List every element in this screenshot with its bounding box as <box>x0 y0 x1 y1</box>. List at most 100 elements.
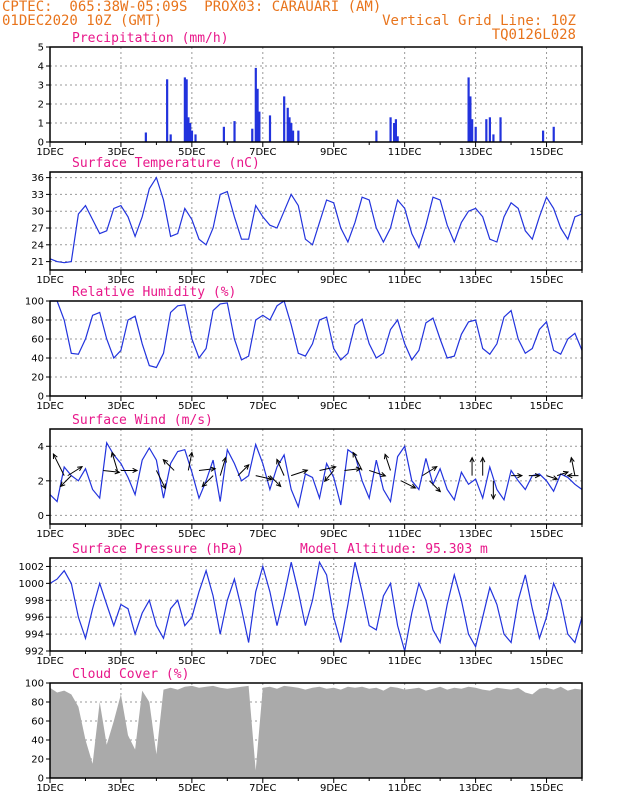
rh-line <box>50 300 583 369</box>
wind-arrow <box>352 452 363 471</box>
x-tick-label: 3DEC <box>107 783 134 794</box>
wind-arrowhead <box>552 475 559 481</box>
precip-bar <box>166 79 169 142</box>
wind-arrow <box>344 468 361 471</box>
wind-arrow <box>557 471 569 477</box>
wind-line <box>49 440 583 509</box>
wind-arrowhead <box>330 465 337 471</box>
wind-arrowhead <box>480 456 486 463</box>
wind-arrowhead <box>410 483 417 489</box>
wind-arrowhead <box>132 467 139 474</box>
y-tick-label: 40 <box>31 736 44 747</box>
wind-arrow <box>429 480 441 492</box>
y-tick-label: 4 <box>38 62 44 73</box>
x-tick-label: 9DEC <box>320 783 347 794</box>
y-tick-label: 1 <box>38 119 44 130</box>
wind-arrow <box>60 475 72 487</box>
wind-arrowhead <box>302 469 309 475</box>
x-tick-label: 11DEC <box>388 401 422 412</box>
precip-bar <box>485 119 488 142</box>
y-tick-label: 0 <box>38 138 44 149</box>
y-tick-label: 20 <box>31 755 44 766</box>
wind-arrow <box>255 475 273 480</box>
y-tick-label: 0 <box>38 774 44 785</box>
precip-bar <box>375 130 378 142</box>
wind-arrowhead <box>323 476 330 483</box>
wind-arrow <box>269 475 282 487</box>
precip-bar <box>394 119 397 142</box>
precip-bar <box>474 126 477 142</box>
panel-pressure: 992 994 996 998 1000 1002 1DEC 3DEC 5DEC 7DEC 9DEC… <box>19 542 583 667</box>
wind-arrow <box>237 464 250 476</box>
wind-arrowhead <box>534 473 541 479</box>
wind-arrowhead <box>110 451 116 458</box>
precip-bar <box>256 88 259 142</box>
x-tick-label: 5DEC <box>178 147 205 158</box>
wind-arrowhead <box>562 470 570 476</box>
precip-bar <box>396 136 399 142</box>
precip-bar <box>187 117 190 142</box>
panel-frame <box>49 682 583 779</box>
x-tick-label: 3DEC <box>107 147 134 158</box>
panel-title: Surface Wind (m/s) <box>72 413 213 428</box>
wind-arrowhead <box>383 453 389 460</box>
y-tick-label: 992 <box>25 647 44 658</box>
y-tick-label: 4 <box>38 442 44 453</box>
panel-title: Cloud Cover (%) <box>72 667 189 682</box>
header-run-id: TQ0126L028 <box>491 27 576 43</box>
x-tick-label: 1DEC <box>36 401 63 412</box>
x-tick-label: 13DEC <box>459 783 493 794</box>
x-tick-label: 7DEC <box>249 275 276 286</box>
wind-arrow <box>291 469 308 477</box>
precip-bar <box>393 123 396 142</box>
x-tick-label: 1DEC <box>36 529 63 540</box>
precip-bar <box>499 117 502 142</box>
precip-bar <box>552 126 555 142</box>
wind-arrow <box>219 457 227 476</box>
y-tick-label: 100 <box>25 297 44 308</box>
precip-bar <box>283 96 286 142</box>
y-tick-label: 24 <box>31 240 44 251</box>
wind-arrowhead <box>266 475 274 481</box>
x-tick-label: 7DEC <box>249 656 276 667</box>
wind-arrowhead <box>355 466 362 472</box>
wind-arrow <box>570 457 576 476</box>
header-date: 01DEC2020 10Z (GMT) <box>2 13 163 29</box>
wind-arrow <box>201 475 214 487</box>
wind-arrow <box>369 469 386 477</box>
panel-frame <box>49 300 583 397</box>
x-tick-label: 7DEC <box>249 783 276 794</box>
precip-bar <box>251 128 254 142</box>
wind-arrow <box>319 466 336 471</box>
y-tick-label: 5 <box>38 43 44 54</box>
precip-bar <box>291 130 295 142</box>
precip-bar <box>233 121 236 142</box>
x-tick-label: 3DEC <box>107 529 134 540</box>
panel-title: Relative Humidity (%) <box>72 285 236 300</box>
wind-arrowhead <box>161 483 166 490</box>
x-tick-label: 11DEC <box>388 147 422 158</box>
y-tick-label: 2 <box>38 476 44 487</box>
y-tick-label: 0 <box>38 392 44 403</box>
header-gridline-note: Vertical Grid Line: 10Z <box>382 13 576 29</box>
precip-bar <box>185 79 188 142</box>
precip-bar <box>222 126 225 142</box>
precip-bar <box>169 134 172 142</box>
y-tick-label: 60 <box>31 717 44 728</box>
wind-arrowhead <box>517 473 524 479</box>
wind-arrow <box>324 470 335 482</box>
panel-title: Surface Pressure (hPa) <box>72 542 244 557</box>
wind-arrowhead <box>566 473 573 479</box>
panel-wind: 0 2 4 1DEC 3DEC 5DEC 7DEC 9DEC 11DEC 13DEC 15DEC Su… <box>36 413 583 540</box>
x-tick-label: 15DEC <box>530 401 564 412</box>
x-tick-label: 13DEC <box>459 147 493 158</box>
precip-bar <box>492 134 495 142</box>
x-tick-label: 9DEC <box>320 147 347 158</box>
pressure-line <box>49 560 583 652</box>
wind-arrow <box>422 466 438 477</box>
y-tick-label: 27 <box>31 224 44 235</box>
wind-arrow <box>198 468 216 471</box>
x-tick-label: 15DEC <box>530 783 564 794</box>
panel-frame <box>49 171 583 271</box>
x-tick-label: 15DEC <box>530 147 564 158</box>
